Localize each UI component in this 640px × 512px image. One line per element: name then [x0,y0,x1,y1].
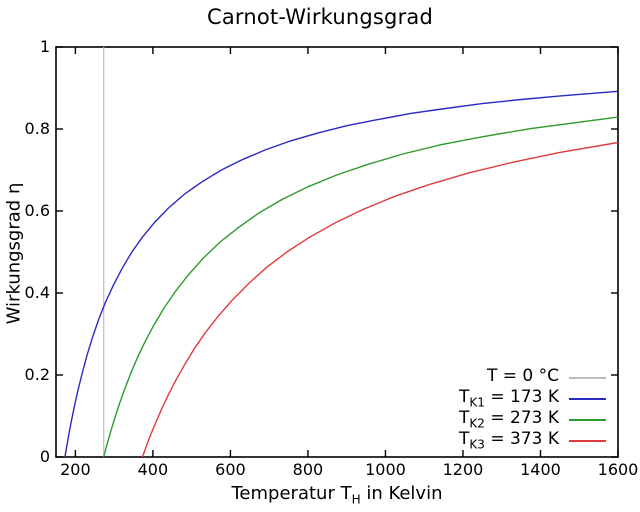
legend-item-label: TK3 = 373 K [459,429,559,452]
y-tick-label: 0.2 [24,365,50,384]
legend-sample-line [569,376,606,379]
x-axis-label-sub: H [351,492,361,507]
x-axis-label-pre: Temperatur T [231,483,352,504]
curve-k3 [141,141,619,458]
chart-title: Carnot-Wirkungsgrad [206,5,434,29]
legend-item-label: T = 0 °C [486,366,559,387]
curve-k2 [103,116,619,458]
y-tick-label: 0.6 [24,201,50,220]
y-tick-label: 0.8 [24,119,50,138]
x-tick-label: 800 [292,460,324,479]
y-tick-label: 0 [39,447,50,466]
x-tick-label: 1000 [365,460,406,479]
x-tick-label: 1600 [597,460,639,479]
x-tick-label: 600 [215,460,246,479]
legend: T = 0 °C TK1 = 173 K TK2 = 273 K TK3 = 373 … [459,366,606,452]
axes-frame [55,46,619,458]
legend-sample-line [569,397,606,400]
legend-item-label: TK1 = 173 K [459,387,559,410]
legend-item: T = 0 °C [459,366,606,388]
y-axis-label: Wirkungsgrad η [3,182,25,325]
x-tick-label: 400 [137,460,169,479]
x-axis-label: Temperatur TH in Kelvin [56,483,618,507]
x-tick-label: 200 [60,460,91,479]
legend-item: TK2 = 273 K [459,408,606,431]
legend-item-label: TK2 = 273 K [459,408,559,431]
x-axis-label-post: in Kelvin [360,483,443,504]
legend-sample-line [569,418,606,421]
legend-sample-line [569,439,606,442]
legend-item: TK1 = 173 K [459,387,606,410]
legend-item: TK3 = 373 K [459,429,606,452]
x-tick-label: 1200 [442,460,484,479]
curve-k1 [64,90,619,458]
x-tick-label: 1400 [520,460,561,479]
y-tick-label: 1 [39,37,50,56]
y-tick-label: 0.4 [24,283,50,302]
